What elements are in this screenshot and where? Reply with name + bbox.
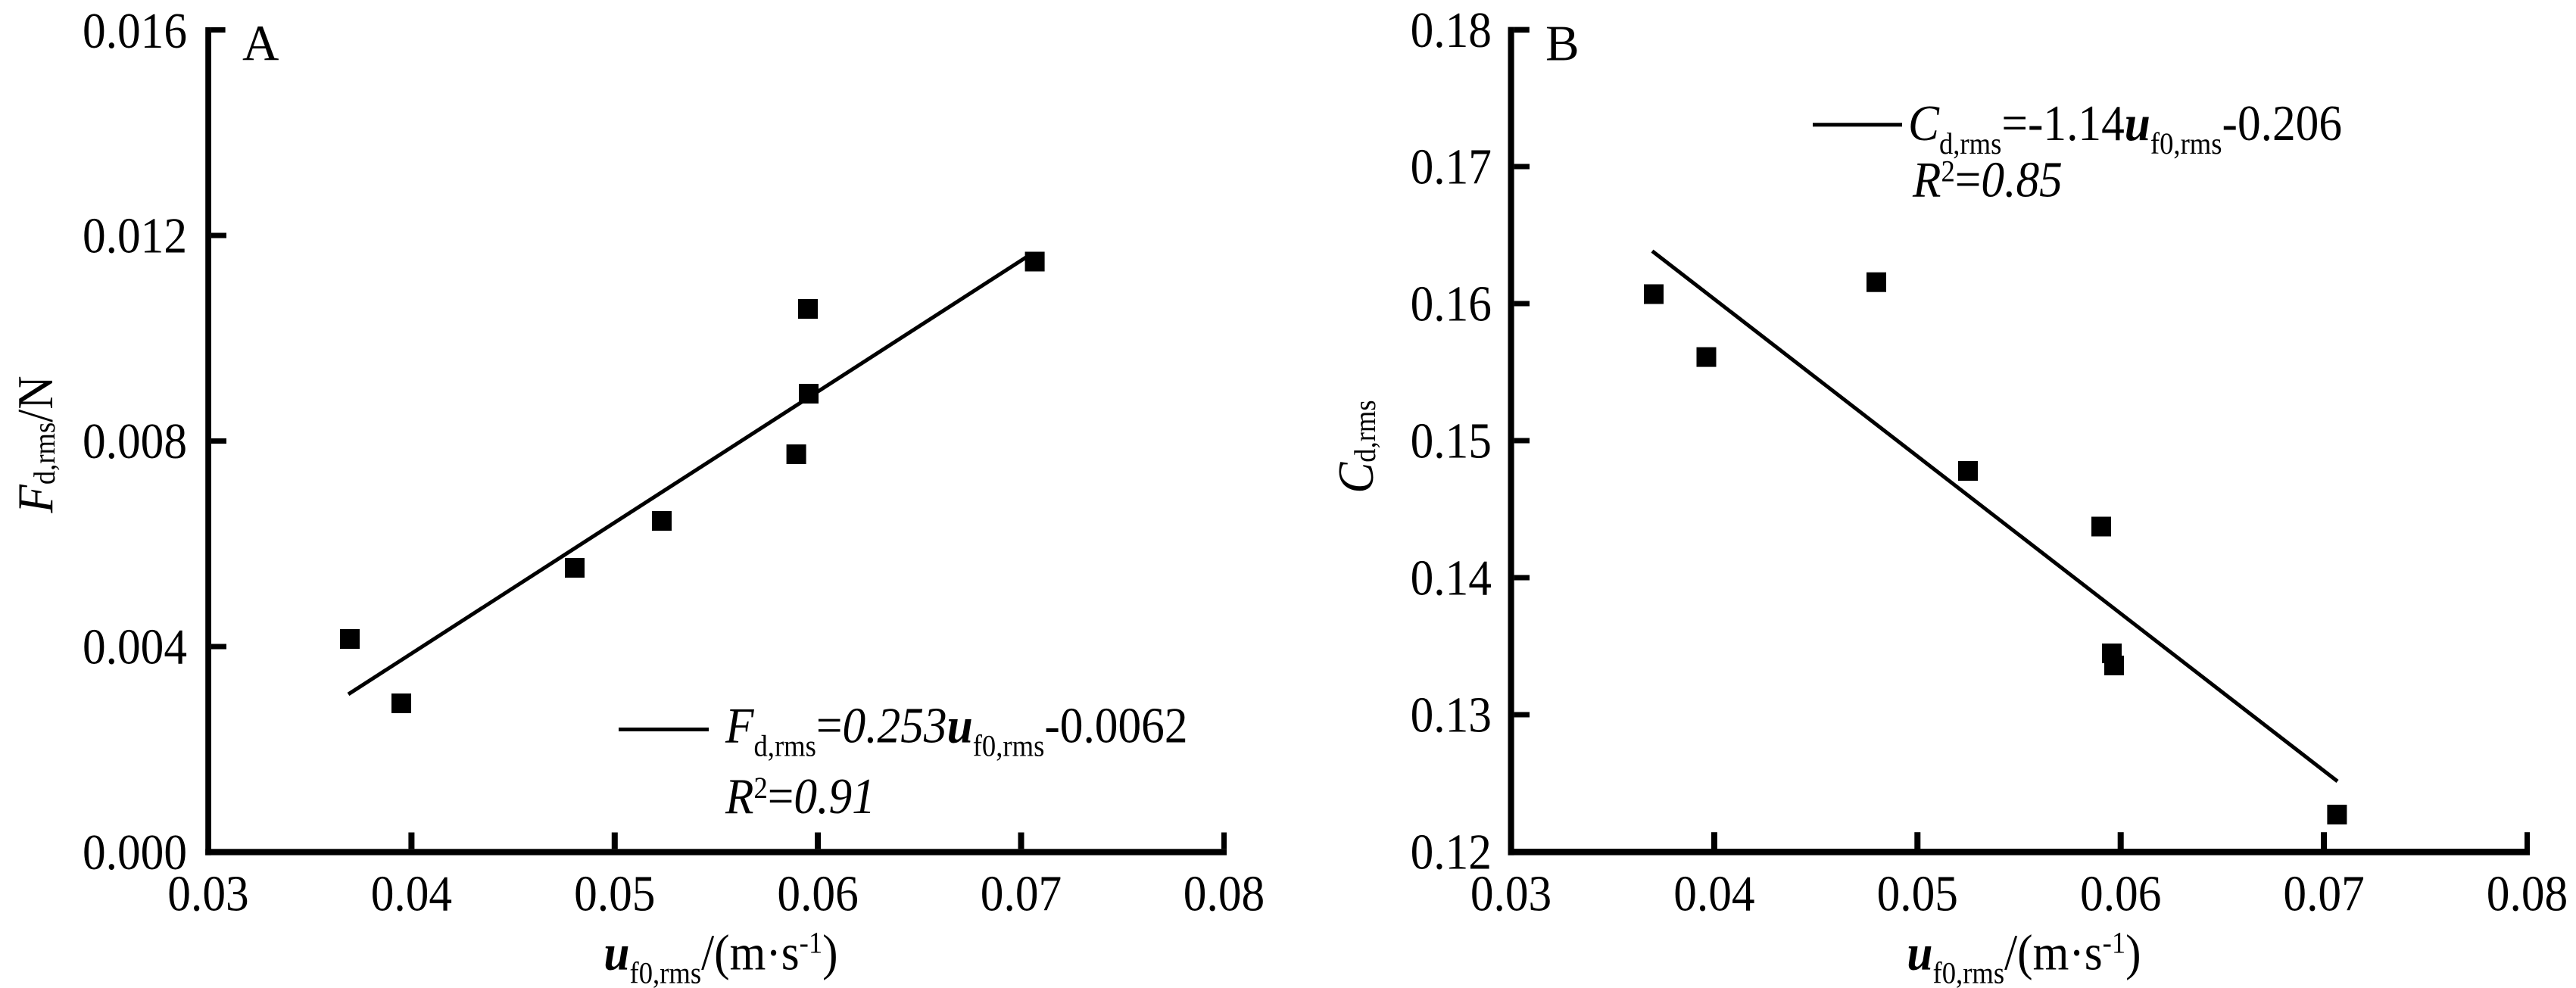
svg-text:0.016: 0.016 — [83, 3, 187, 59]
svg-text:0.16: 0.16 — [1411, 276, 1492, 332]
svg-text:0.18: 0.18 — [1411, 2, 1492, 58]
svg-text:0.17: 0.17 — [1411, 139, 1492, 195]
svg-text:0.12: 0.12 — [1411, 824, 1492, 880]
svg-text:0.14: 0.14 — [1411, 550, 1492, 606]
svg-text:B: B — [1545, 16, 1580, 72]
svg-text:0.004: 0.004 — [83, 619, 187, 675]
svg-text:0.08: 0.08 — [1184, 865, 1265, 921]
svg-text:uf0,rms/(m·s-1): uf0,rms/(m·s-1) — [1907, 924, 2141, 988]
svg-text:0.000: 0.000 — [83, 824, 187, 880]
svg-text:0.03: 0.03 — [1470, 865, 1552, 921]
svg-text:0.07: 0.07 — [981, 865, 1062, 921]
svg-text:0.03: 0.03 — [167, 865, 248, 921]
svg-text:0.012: 0.012 — [83, 207, 187, 263]
svg-text:R2=0.91: R2=0.91 — [725, 768, 875, 824]
svg-text:0.07: 0.07 — [2283, 865, 2364, 921]
svg-text:0.04: 0.04 — [1673, 865, 1754, 921]
svg-text:0.05: 0.05 — [574, 865, 655, 921]
svg-text:0.06: 0.06 — [777, 865, 858, 921]
svg-text:0.008: 0.008 — [83, 413, 187, 469]
svg-text:0.13: 0.13 — [1411, 687, 1492, 743]
svg-text:Cd,rms: Cd,rms — [1328, 400, 1384, 493]
svg-text:0.06: 0.06 — [2080, 865, 2161, 921]
svg-text:R2=0.85: R2=0.85 — [1912, 151, 2063, 207]
svg-text:Fd,rms/N: Fd,rms/N — [8, 376, 64, 513]
svg-text:0.05: 0.05 — [1877, 865, 1958, 921]
svg-text:0.08: 0.08 — [2487, 865, 2568, 921]
svg-text:Cd,rms=-1.14uf0,rms-0.206: Cd,rms=-1.14uf0,rms-0.206 — [1908, 95, 2342, 161]
svg-text:A: A — [242, 15, 279, 71]
svg-text:uf0,rms/(m·s-1): uf0,rms/(m·s-1) — [603, 924, 837, 988]
svg-text:0.15: 0.15 — [1411, 413, 1492, 469]
svg-text:0.04: 0.04 — [371, 865, 452, 921]
svg-text:Fd,rms=0.253uf0,rms-0.0062: Fd,rms=0.253uf0,rms-0.0062 — [725, 697, 1187, 763]
